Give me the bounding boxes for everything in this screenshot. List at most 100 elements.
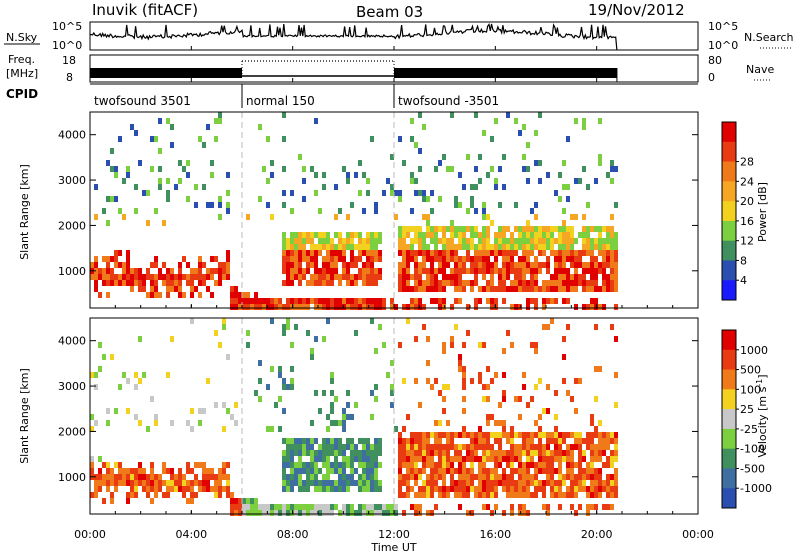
heatmap-cell xyxy=(134,486,138,492)
heatmap-cell xyxy=(566,298,570,304)
heatmap-cell xyxy=(354,330,358,336)
heatmap-cell xyxy=(418,190,422,196)
heatmap-cell xyxy=(298,462,302,468)
heatmap-cell xyxy=(226,190,230,196)
heatmap-cell xyxy=(450,432,454,438)
heatmap-cell xyxy=(554,444,558,450)
heatmap-cell xyxy=(606,492,610,498)
heatmap-cell xyxy=(298,486,302,492)
heatmap-cell xyxy=(574,178,578,184)
heatmap-cell xyxy=(582,118,586,124)
heatmap-cell xyxy=(470,480,474,486)
heatmap-cell xyxy=(430,480,434,486)
heatmap-cell xyxy=(438,160,442,166)
heatmap-cell xyxy=(390,384,394,390)
heatmap-cell xyxy=(586,286,590,292)
heatmap-cell xyxy=(526,298,530,304)
heatmap-cell xyxy=(310,474,314,480)
heatmap-cell xyxy=(338,474,342,480)
heatmap-cell xyxy=(482,450,486,456)
heatmap-cell xyxy=(530,298,534,304)
heatmap-cell xyxy=(322,438,326,444)
heatmap-cell xyxy=(314,256,318,262)
heatmap-cell xyxy=(282,330,286,336)
heatmap-cell xyxy=(426,232,430,238)
heatmap-cell xyxy=(282,474,286,480)
heatmap-cell xyxy=(614,280,618,286)
heatmap-cell xyxy=(550,244,554,250)
heatmap-cell xyxy=(270,160,274,166)
heatmap-cell xyxy=(502,244,506,250)
heatmap-cell xyxy=(578,486,582,492)
heatmap-cell xyxy=(298,232,302,238)
heatmap-cell xyxy=(510,468,514,474)
heatmap-cell xyxy=(374,450,378,456)
heatmap-cell xyxy=(442,474,446,480)
heatmap-cell xyxy=(218,268,222,274)
heatmap-cell xyxy=(574,510,578,516)
heatmap-cell xyxy=(610,214,614,220)
heatmap-cell xyxy=(166,190,170,196)
heatmap-cell xyxy=(502,274,506,280)
heatmap-cell xyxy=(362,238,366,244)
heatmap-cell xyxy=(334,232,338,238)
heatmap-cell xyxy=(554,468,558,474)
heatmap-cell xyxy=(542,226,546,232)
heatmap-cell xyxy=(442,238,446,244)
heatmap-cell xyxy=(282,190,286,196)
heatmap-cell xyxy=(334,244,338,250)
heatmap-cell xyxy=(370,474,374,480)
heatmap-cell xyxy=(606,504,610,510)
heatmap-cell xyxy=(398,196,402,202)
heatmap-cell xyxy=(494,118,498,124)
heatmap-cell xyxy=(210,274,214,280)
heatmap-cell xyxy=(342,456,346,462)
heatmap-cell xyxy=(186,420,190,426)
heatmap-cell xyxy=(214,402,218,408)
heatmap-cell xyxy=(370,486,374,492)
heatmap-cell xyxy=(590,444,594,450)
heatmap-cell xyxy=(514,486,518,492)
heatmap-cell xyxy=(514,244,518,250)
heatmap-cell xyxy=(134,268,138,274)
heatmap-cell xyxy=(322,444,326,450)
heatmap-cell xyxy=(502,232,506,238)
heatmap-cell xyxy=(474,274,478,280)
heatmap-cell xyxy=(98,268,102,274)
heatmap-cell xyxy=(582,480,586,486)
heatmap-cell xyxy=(558,480,562,486)
heatmap-cell xyxy=(602,280,606,286)
heatmap-cell xyxy=(498,438,502,444)
heatmap-cell xyxy=(594,396,598,402)
heatmap-cell xyxy=(510,504,514,510)
heatmap-cell xyxy=(206,286,210,292)
heatmap-cell xyxy=(346,438,350,444)
heatmap-cell xyxy=(138,420,142,426)
colorbar-swatch xyxy=(722,141,736,163)
heatmap-cell xyxy=(590,274,594,280)
heatmap-cell xyxy=(462,432,466,438)
heatmap-cell xyxy=(106,196,110,202)
heatmap-cell xyxy=(302,238,306,244)
heatmap-cell xyxy=(342,274,346,280)
heatmap-cell xyxy=(514,250,518,256)
heatmap-cell xyxy=(378,238,382,244)
heatmap-cell xyxy=(478,256,482,262)
heatmap-cell xyxy=(482,462,486,468)
heatmap-cell xyxy=(430,492,434,498)
heatmap-cell xyxy=(522,492,526,498)
heatmap-cell xyxy=(466,268,470,274)
heatmap-cell xyxy=(130,124,134,130)
heatmap-cell xyxy=(442,348,446,354)
heatmap-cell xyxy=(430,510,434,516)
heatmap-cell xyxy=(542,492,546,498)
heatmap-cell xyxy=(470,268,474,274)
heatmap-cell xyxy=(558,268,562,274)
heatmap-cell xyxy=(454,280,458,286)
x-tick-label: 16:00 xyxy=(479,528,511,541)
heatmap-cell xyxy=(554,262,558,268)
heatmap-cell xyxy=(326,298,330,304)
heatmap-cell xyxy=(126,498,130,504)
heatmap-cell xyxy=(606,244,610,250)
heatmap-cell xyxy=(538,238,542,244)
